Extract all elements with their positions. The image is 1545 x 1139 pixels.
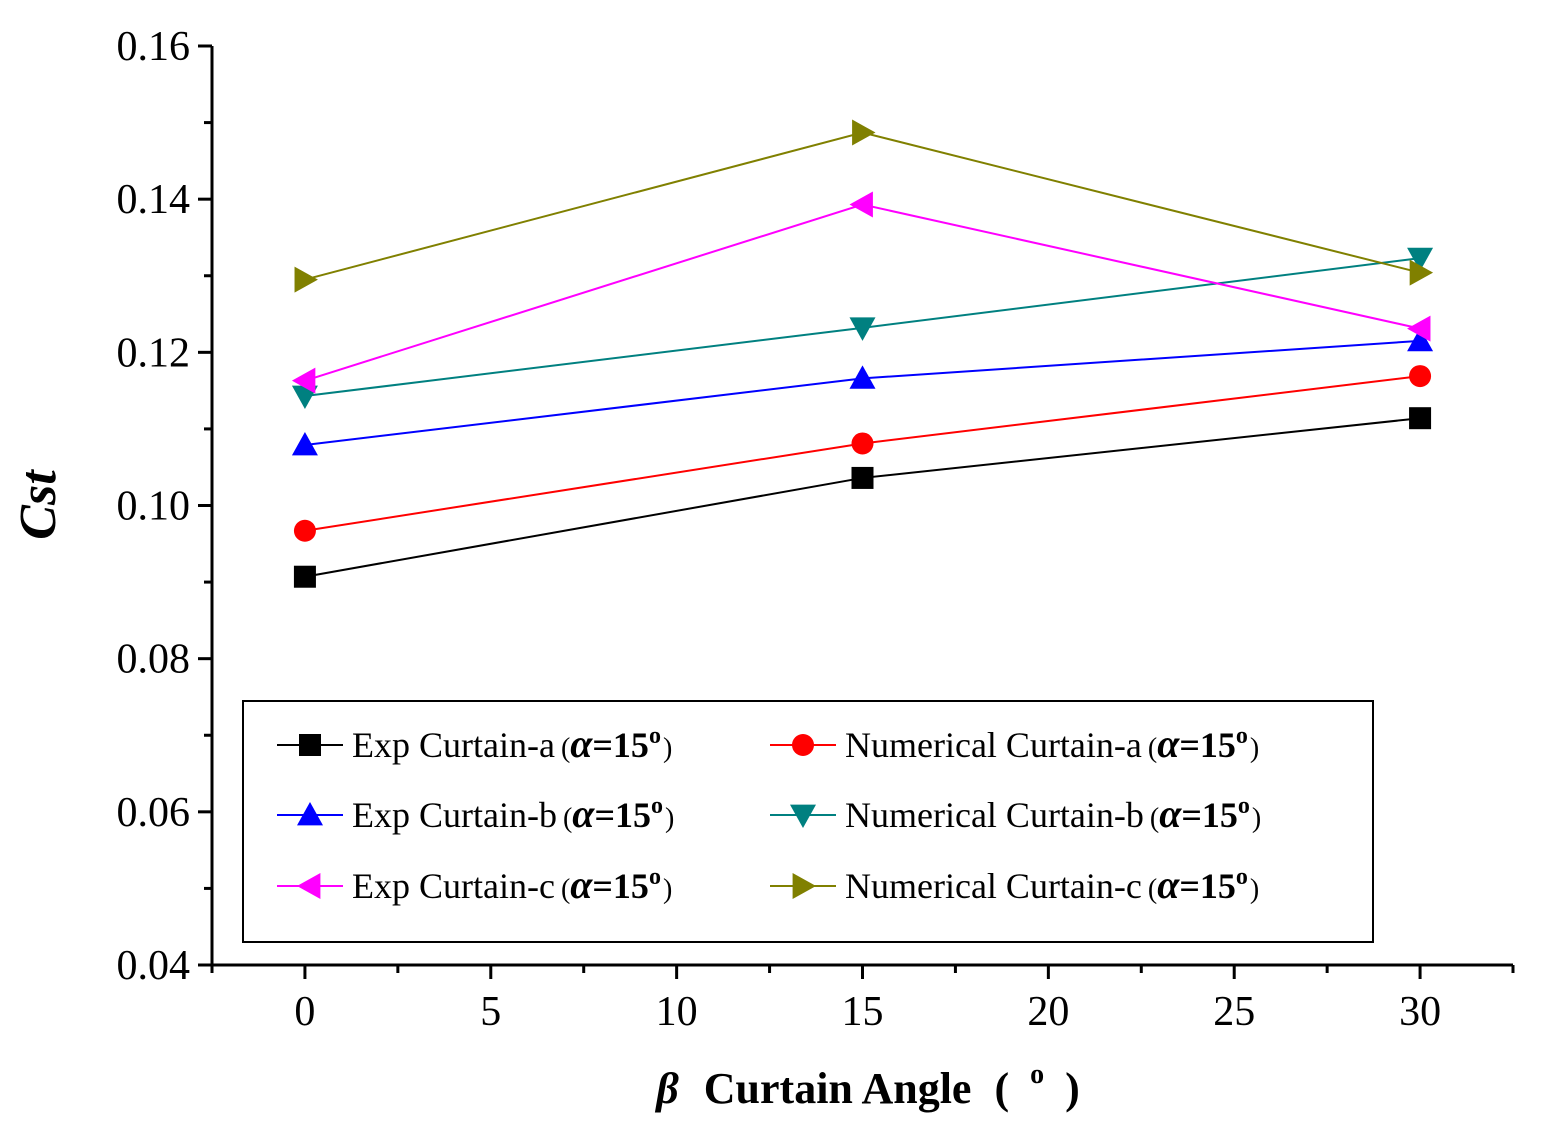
y-tick-label: 0.04	[117, 943, 191, 989]
y-tick-label: 0.06	[117, 790, 191, 836]
y-tick-label: 0.10	[117, 484, 191, 530]
legend-marker	[299, 734, 321, 756]
legend-item: Exp Curtain-c (α=15o)	[277, 862, 672, 907]
y-tick-label: 0.16	[117, 24, 191, 70]
legend-item: Numerical Curtain-a (α=15o)	[770, 721, 1259, 766]
x-tick-label: 15	[842, 989, 884, 1035]
legend-label: Exp Curtain-c (α=15o)	[352, 862, 672, 907]
legend-item: Numerical Curtain-b (α=15o)	[770, 791, 1261, 836]
series-5	[291, 191, 1431, 394]
legend-marker	[792, 873, 816, 899]
legend-label: Numerical Curtain-a (α=15o)	[845, 721, 1259, 766]
x-tick-label: 25	[1213, 989, 1255, 1035]
data-point	[849, 317, 876, 341]
y-axis-title: Cst	[10, 469, 67, 540]
legend-marker	[297, 802, 323, 826]
series-3	[291, 327, 1434, 456]
data-point	[1409, 365, 1432, 388]
data-point	[1407, 247, 1434, 272]
data-point	[851, 466, 874, 489]
axis-titles: Cst β Curtain Angle ( o )	[10, 469, 1080, 1113]
legend-marker	[790, 804, 816, 828]
legend-label: Exp Curtain-b (α=15o)	[352, 791, 674, 836]
data-point	[293, 565, 316, 588]
data-point	[852, 119, 876, 146]
x-axis-title-open: (	[994, 1064, 1009, 1113]
x-axis-title-symbol: β	[654, 1064, 679, 1113]
x-tick-label: 5	[480, 989, 501, 1035]
y-tick-label: 0.08	[117, 637, 191, 683]
axes: 0.04 0.06 0.08 0.10 0.12 0.14 0.16 0 5 10 15 20 25 30	[117, 24, 1515, 1035]
y-tick-label: 0.12	[117, 330, 191, 376]
data-point	[851, 432, 874, 455]
legend-label: Numerical Curtain-b (α=15o)	[845, 791, 1261, 836]
data-point	[1409, 407, 1432, 430]
series-1	[293, 407, 1432, 588]
series-line	[304, 339, 1421, 446]
x-tick-label: 10	[656, 989, 698, 1035]
legend-box	[242, 700, 1374, 943]
legend: Exp Curtain-a (α=15o) Numerical Curtain-a(…	[242, 700, 1374, 943]
series-2	[293, 365, 1432, 542]
data-point	[294, 266, 318, 293]
legend-item: Exp Curtain-b (α=15o)	[277, 791, 674, 836]
data-point	[1409, 259, 1434, 286]
legend-marker	[297, 873, 321, 899]
data-point	[293, 519, 316, 542]
series-6	[294, 119, 1434, 293]
data-point	[1407, 327, 1434, 352]
x-axis-title-close: )	[1065, 1064, 1080, 1113]
x-tick-label: 20	[1027, 989, 1069, 1035]
x-tick-label: 0	[294, 989, 315, 1035]
legend-item: Numerical Curtain-c (α=15o)	[770, 862, 1259, 907]
y-tick-label: 0.14	[117, 177, 191, 223]
series-4	[291, 247, 1434, 409]
legend-item: Exp Curtain-a (α=15o)	[277, 721, 672, 766]
series-layer	[291, 119, 1434, 588]
legend-label: Numerical Curtain-c (α=15o)	[845, 862, 1259, 907]
x-axis-title: β Curtain Angle ( o )	[654, 1044, 1080, 1113]
legend-label: Exp Curtain-a (α=15o)	[352, 721, 672, 766]
data-point	[291, 431, 318, 456]
data-point	[849, 365, 876, 389]
data-point	[849, 191, 873, 218]
data-point	[291, 367, 316, 394]
data-point	[1407, 315, 1431, 342]
x-axis-title-text: Curtain Angle	[704, 1064, 972, 1113]
x-tick-label: 30	[1399, 989, 1441, 1035]
legend-marker	[792, 734, 814, 756]
x-axis-title-unit: o	[1030, 1059, 1044, 1090]
